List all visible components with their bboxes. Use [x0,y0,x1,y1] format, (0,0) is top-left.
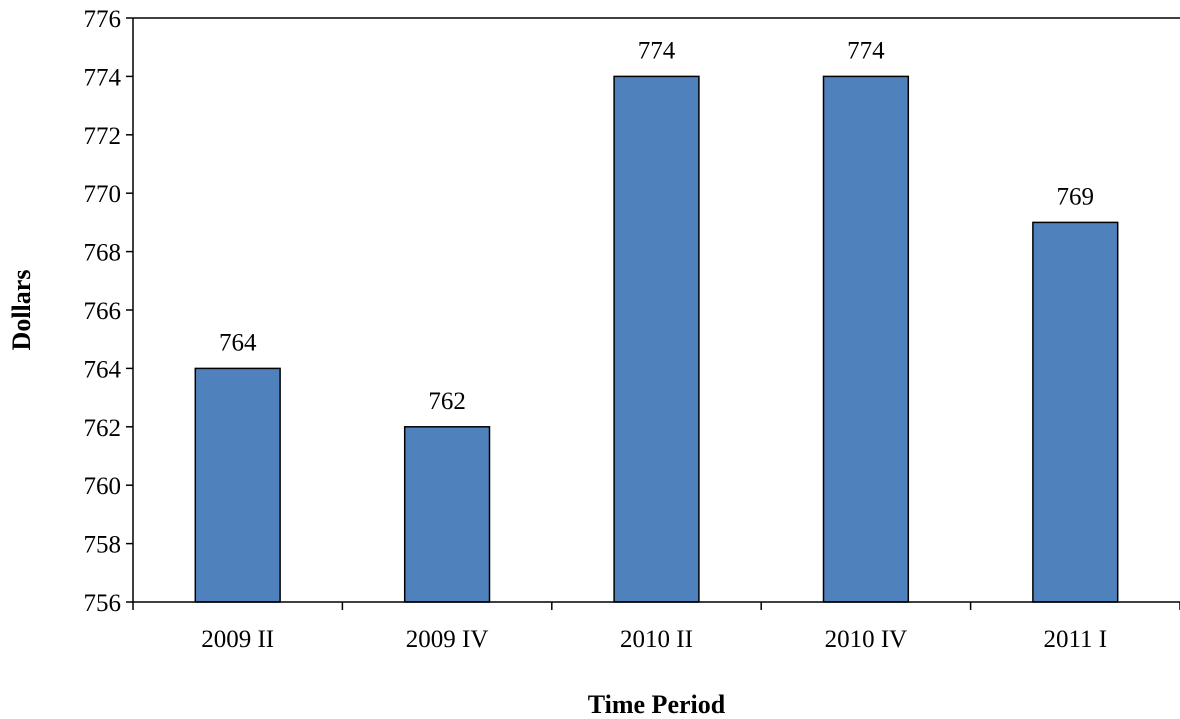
y-tick-label: 768 [84,240,122,267]
bar [613,75,700,603]
y-tick-label: 764 [84,356,122,383]
y-axis-title: Dollars [7,270,36,351]
bar-data-label: 764 [219,329,257,356]
bar [1032,221,1119,603]
y-tick-label: 762 [84,415,122,442]
x-axis-title: Time Period [588,690,726,719]
x-tick-label: 2009 IV [406,626,489,653]
bar-data-label: 774 [847,37,885,64]
bars: 764 762 774 774 769 [194,37,1119,603]
bar-data-label: 762 [428,388,466,415]
bar [194,367,281,603]
bar [822,75,910,603]
y-tick-label: 770 [84,181,122,208]
y-axis-ticks: 756 758 760 762 764 766 768 770 772 774 776 [84,6,133,617]
x-tick-label: 2010 II [620,626,693,653]
bar-data-label: 774 [638,37,676,64]
y-tick-label: 772 [84,123,122,150]
y-tick-label: 766 [84,298,122,325]
y-tick-label: 756 [84,590,122,617]
y-tick-label: 760 [84,473,122,500]
axes [132,17,1180,603]
bar [403,426,491,603]
x-tick-label: 2010 IV [825,626,908,653]
x-axis-ticks: 2009 II 2009 IV 2010 II 2010 IV 2011 I [132,602,1180,653]
y-tick-label: 776 [84,6,122,33]
bar-data-label: 769 [1057,183,1095,210]
y-tick-label: 758 [84,532,122,559]
y-tick-label: 774 [84,64,122,91]
x-tick-label: 2009 II [201,626,274,653]
x-tick-label: 2011 I [1043,626,1107,653]
